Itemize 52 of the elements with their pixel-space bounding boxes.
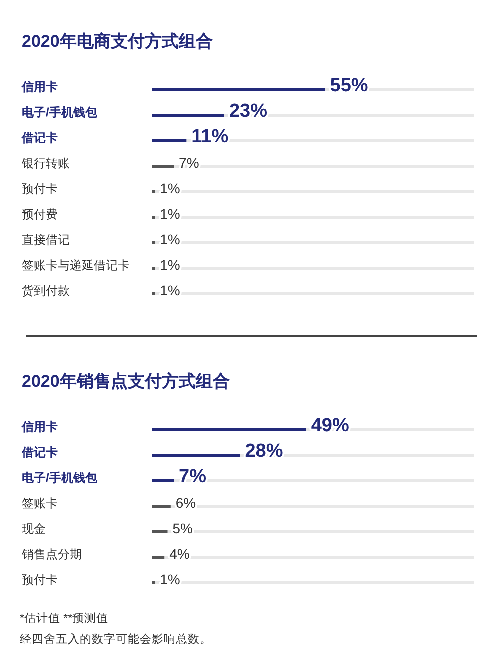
data-label: 1%: [160, 206, 180, 222]
bar: [152, 114, 224, 117]
y-tick-label: 直接借记: [22, 233, 70, 247]
y-tick-label: 货到付款: [22, 284, 70, 298]
chart-title: 2020年电商支付方式组合: [22, 32, 213, 51]
chart-title: 2020年销售点支付方式组合: [22, 372, 230, 391]
text: 经四舍五入的数字可能会影响总数。: [20, 632, 212, 646]
data-label: 4%: [170, 546, 190, 562]
y-tick-label: 银行转账: [21, 156, 70, 170]
bar: [152, 556, 165, 559]
y-tick-label: 预付卡: [22, 182, 58, 196]
bar: [152, 88, 326, 92]
data-label: 7%: [179, 155, 200, 171]
y-tick-label: 签账卡: [22, 496, 58, 510]
bar: [152, 292, 156, 296]
data-label: 23%: [229, 101, 268, 122]
data-label: 11%: [192, 126, 229, 148]
data-label: 1%: [160, 180, 180, 196]
data-label: 1%: [160, 282, 180, 298]
data-label: 1%: [160, 572, 180, 588]
y-tick-label: 电子/手机钱包: [22, 471, 98, 485]
y-tick-label: 信用卡: [21, 80, 58, 94]
data-label: 55%: [330, 76, 368, 96]
y-tick-label: 现金: [22, 522, 46, 536]
data-label: 49%: [311, 416, 350, 436]
bar: [152, 216, 156, 219]
bar: [152, 165, 174, 168]
data-label: 28%: [245, 441, 284, 462]
data-label: 6%: [176, 495, 196, 511]
text: *估计值 **预测值: [20, 612, 109, 625]
bar: [152, 428, 306, 432]
y-tick-label: 借记卡: [21, 131, 58, 145]
bar: [152, 242, 156, 244]
bar: [152, 267, 156, 270]
data-label: 5%: [172, 520, 193, 536]
bar: [152, 190, 156, 194]
y-tick-label: 签账卡与递延借记卡: [22, 258, 130, 272]
y-tick-label: 信用卡: [21, 420, 58, 434]
bar: [152, 582, 156, 584]
y-tick-label: 借记卡: [21, 446, 58, 460]
y-tick-label: 预付费: [22, 208, 58, 222]
data-label: 1%: [160, 232, 180, 248]
bar: [152, 530, 168, 534]
y-tick-label: 销售点分期: [21, 548, 82, 562]
bar: [152, 454, 240, 457]
data-label: 1%: [160, 257, 180, 273]
y-tick-label: 电子/手机钱包: [22, 106, 98, 120]
bar: [152, 480, 174, 482]
data-label: 7%: [179, 466, 207, 488]
y-tick-label: 预付卡: [22, 573, 58, 587]
bar: [152, 505, 171, 508]
bar: [152, 140, 187, 142]
